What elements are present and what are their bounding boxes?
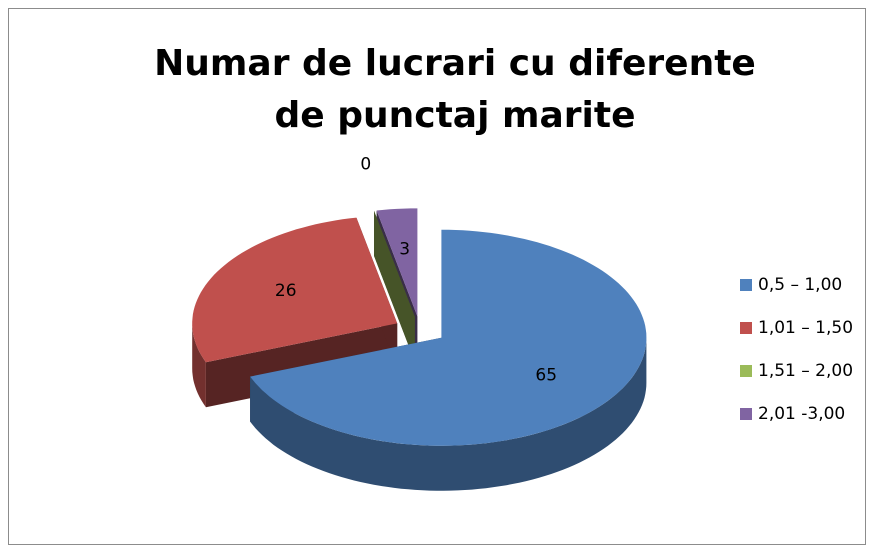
slice-wall [192, 323, 206, 408]
slice [250, 229, 647, 446]
chart-frame [8, 8, 866, 545]
slice-wall [250, 337, 647, 491]
chart-title: Numar de lucrari cu diferente de punctaj… [154, 43, 756, 136]
slice [376, 208, 418, 317]
data-label: 3 [399, 240, 410, 260]
legend-label: 0,5 – 1,00 [758, 275, 842, 295]
legend-swatch [740, 322, 752, 334]
data-label: 26 [275, 281, 297, 301]
legend-label: 2,01 -3,00 [758, 404, 845, 424]
legend-swatch [740, 408, 752, 420]
data-label: 0 [360, 155, 371, 175]
data-label: 65 [535, 366, 557, 386]
legend-swatch [740, 365, 752, 377]
legend-label: 1,51 – 2,00 [758, 361, 853, 381]
legend-label: 1,01 – 1,50 [758, 318, 853, 338]
slice [192, 217, 398, 363]
legend-swatch [740, 279, 752, 291]
slice-side [374, 210, 415, 362]
